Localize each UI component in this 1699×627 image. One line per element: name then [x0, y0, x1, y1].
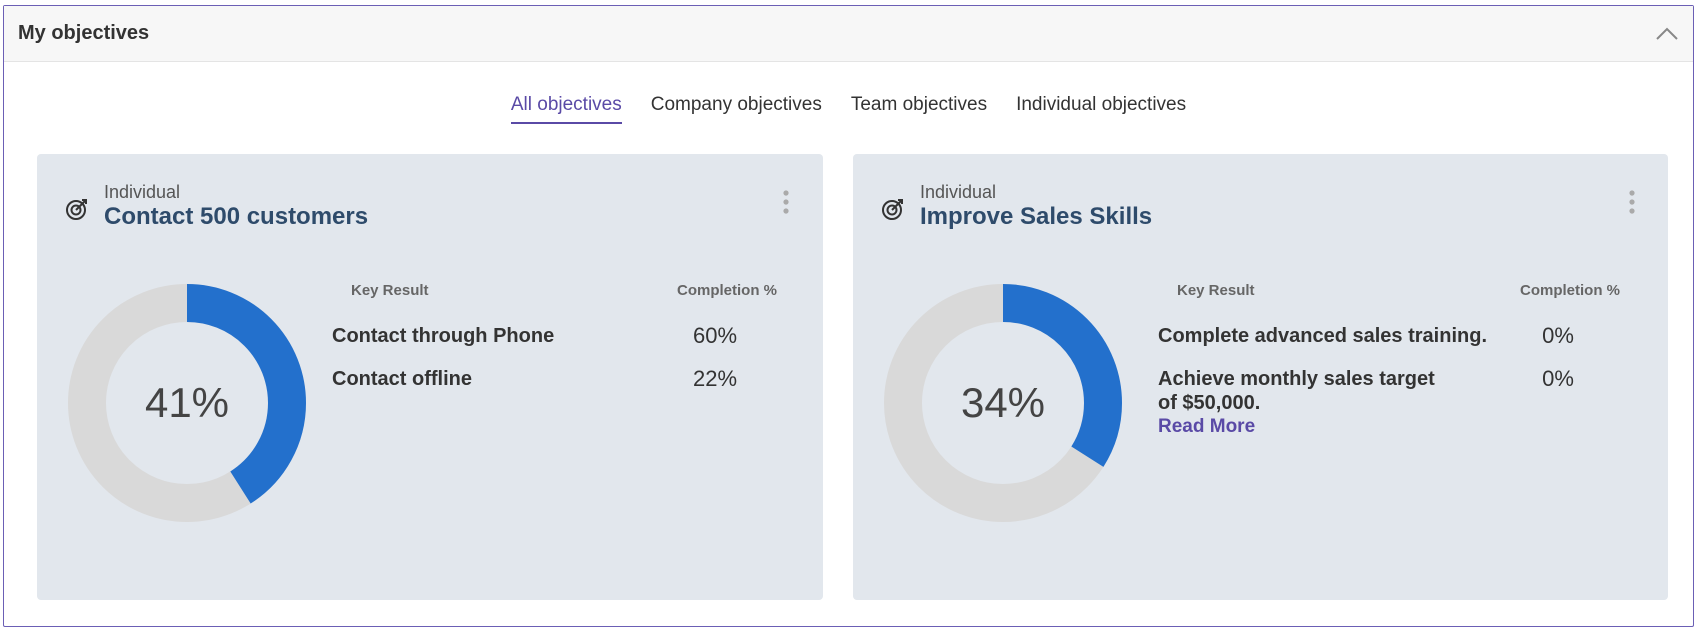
key-result-header: Key Result [351, 282, 429, 299]
collapse-button[interactable] [1653, 20, 1681, 48]
objective-type: Individual [104, 182, 181, 202]
tab-individual-objectives[interactable]: Individual objectives [1016, 94, 1187, 115]
target-icon [882, 199, 903, 220]
more-options-icon[interactable] [780, 189, 792, 215]
progress-donut [68, 284, 306, 522]
completion-header: Completion % [677, 282, 777, 299]
objective-card: Individual Improve Sales Skills 34% Key … [853, 154, 1668, 600]
progress-arc [68, 284, 306, 522]
objective-title[interactable]: Contact 500 customers [104, 203, 369, 230]
tab-team-objectives[interactable]: Team objectives [850, 94, 988, 115]
objectives-panel: My objectives All objectives Company obj… [3, 5, 1694, 627]
panel-title: My objectives [18, 22, 150, 44]
panel-header: My objectives [4, 6, 1693, 62]
key-result-name: Contact offline [332, 368, 472, 390]
objective-title[interactable]: Improve Sales Skills [920, 203, 1153, 230]
target-icon [66, 199, 87, 220]
key-result-name: Contact through Phone [332, 325, 555, 347]
progress-donut [884, 284, 1122, 522]
key-result-completion: 0% [1542, 323, 1574, 348]
read-more-link[interactable]: Read More [1158, 416, 1256, 437]
key-result-name: Achieve monthly sales target of $50,000. [1158, 368, 1435, 414]
tab-company-objectives[interactable]: Company objectives [650, 94, 822, 115]
key-result-completion: 0% [1542, 366, 1574, 391]
key-result-header: Key Result [1177, 282, 1255, 299]
objective-card: Individual Contact 500 customers 41% Key… [37, 154, 823, 600]
objective-type: Individual [920, 182, 997, 202]
objective-tabs: All objectives Company objectives Team o… [4, 94, 1693, 124]
key-result-completion: 60% [692, 323, 738, 348]
chevron-up-icon [1656, 27, 1678, 40]
progress-arc [884, 284, 1122, 522]
tab-all-objectives[interactable]: All objectives [510, 94, 622, 124]
progress-percentage: 41% [144, 379, 230, 426]
more-options-icon[interactable] [1626, 189, 1638, 215]
completion-header: Completion % [1520, 282, 1620, 299]
key-result-completion: 22% [692, 366, 738, 391]
key-result-name: Complete advanced sales training. [1158, 325, 1487, 347]
progress-percentage: 34% [960, 379, 1046, 426]
